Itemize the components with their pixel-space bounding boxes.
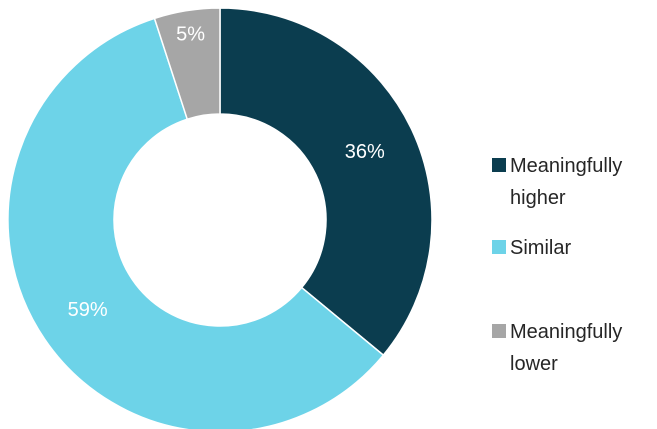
legend-item-similar: Similar — [492, 237, 571, 259]
legend-item-meaningfully-higher: Meaningfully higher — [492, 155, 622, 209]
donut-slice-meaningfully-lower — [153, 7, 221, 121]
legend-swatch-meaningfully-higher — [492, 158, 506, 172]
slice-labels: 36% 59% 5% — [68, 23, 385, 321]
donut-slices — [7, 7, 433, 429]
legend-swatch-meaningfully-lower — [492, 324, 506, 338]
chart-legend: Meaningfully higher Similar Meaningfully low… — [492, 155, 622, 375]
legend-label-meaningfully-higher: Meaningfully higher — [510, 155, 622, 209]
donut-slice-meaningfully-higher — [219, 7, 433, 357]
legend-swatch-similar — [492, 240, 506, 254]
legend-label-similar: Similar — [510, 237, 571, 259]
legend-item-meaningfully-lower: Meaningfully lower — [492, 321, 622, 375]
slice-label-meaningfully-lower: 5% — [176, 23, 205, 45]
slice-label-meaningfully-higher: 36% — [345, 141, 385, 163]
slice-label-similar: 59% — [68, 299, 108, 321]
legend-label-meaningfully-lower: Meaningfully lower — [510, 321, 622, 375]
